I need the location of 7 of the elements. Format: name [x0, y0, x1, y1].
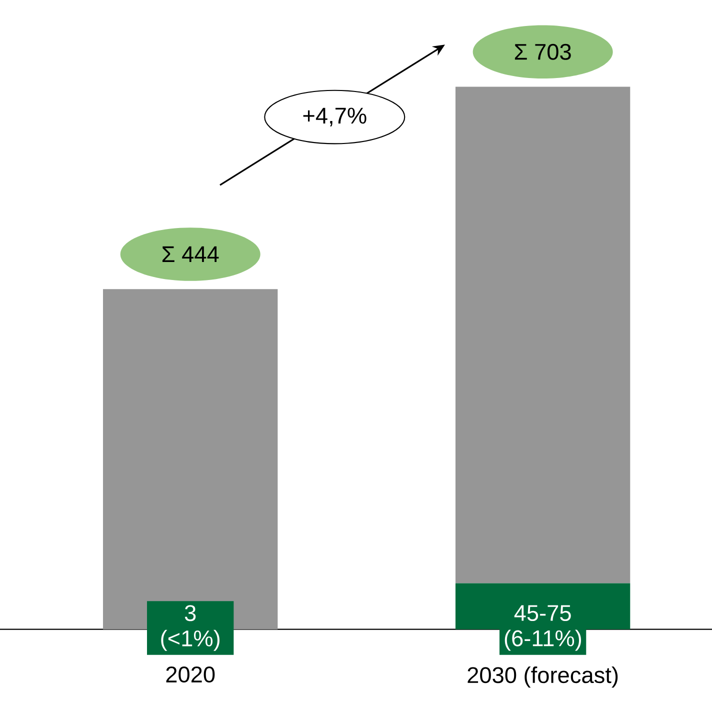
annotation: +4,7% [303, 108, 366, 127]
x-tick-label: 2020 [166, 666, 215, 683]
total-label: Σ 703 [514, 44, 571, 60]
annotation: 45-75 (6-11%) [504, 605, 582, 651]
x-tick-label: 2030 (forecast) [468, 666, 618, 688]
annotation: 3 (<1%) [161, 605, 220, 652]
total-label: Σ 444 [162, 246, 219, 262]
